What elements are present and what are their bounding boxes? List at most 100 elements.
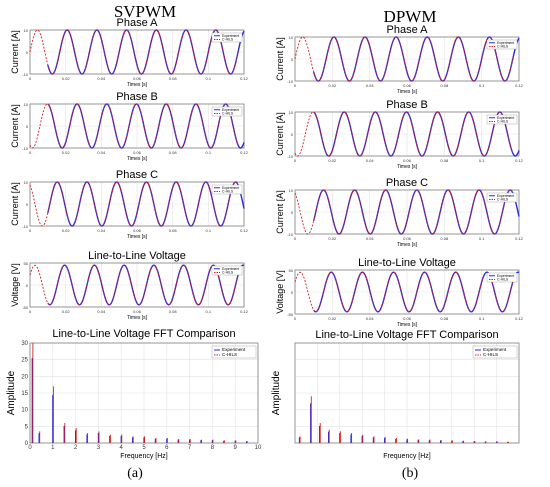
x-tick-label: 0 bbox=[29, 228, 32, 233]
x-tick-label: 0.1 bbox=[206, 309, 212, 314]
x-tick-label: 0.08 bbox=[440, 83, 449, 88]
legend-label: C-HILS bbox=[497, 278, 509, 282]
series-chils bbox=[294, 111, 514, 157]
y-axis-label: Voltage [V] bbox=[10, 263, 20, 307]
y-tick-label: 10 bbox=[24, 28, 29, 33]
panel-svpwm-phase-c: Phase C0 0.02 0.04 0.06 0.08 0.1 0.12100-10Tim… bbox=[10, 169, 249, 240]
x-tick-label: 0.02 bbox=[62, 76, 71, 81]
series-chils bbox=[29, 181, 239, 227]
x-tick-label: 0.1 bbox=[479, 158, 485, 163]
legend-box bbox=[211, 184, 243, 195]
legend-label: C-HILS bbox=[497, 198, 509, 202]
x-tick-label: 0.04 bbox=[366, 316, 375, 321]
y-tick-label: 0 bbox=[291, 290, 294, 295]
x-tick-label: 0.04 bbox=[97, 150, 106, 155]
panel-dpwm-line-voltage: Line-to-Line Voltage 0 0.02 0.04 0.06 0.08 0.1… bbox=[275, 257, 524, 328]
x-tick-label: 0.12 bbox=[240, 309, 249, 314]
legend-box bbox=[211, 345, 257, 359]
panel-title: Phase C bbox=[116, 169, 158, 181]
x-axis-label: Times [s] bbox=[397, 89, 418, 95]
y-axis-label: Current [A] bbox=[275, 37, 285, 81]
y-tick-label: -10 bbox=[287, 79, 294, 84]
x-tick-label: 0.08 bbox=[169, 309, 178, 314]
legend-label: C-HILS bbox=[497, 45, 509, 49]
series-chils bbox=[29, 103, 239, 149]
y-tick-label: -10 bbox=[22, 224, 29, 229]
x-tick-label: 0.08 bbox=[169, 150, 178, 155]
y-tick-label: 0 bbox=[291, 210, 294, 215]
panel-dpwm-phase-b: Phase B0 0.02 0.04 0.06 0.08 0.1 0.12100-10Tim… bbox=[275, 99, 524, 170]
y-tick-label: 0 bbox=[26, 50, 29, 55]
y-axis-label: Current [A] bbox=[275, 190, 285, 234]
x-axis-label: Times [s] bbox=[127, 234, 148, 240]
legend-label: Experiment bbox=[497, 274, 514, 278]
panel-dpwm-fft: Line-to-Line Voltage FFT Comparison Frequ… bbox=[271, 329, 520, 460]
panel-title: Phase B bbox=[116, 91, 158, 103]
panel-title: Phase B bbox=[386, 99, 428, 111]
x-tick-label: 0.12 bbox=[240, 76, 249, 81]
x-tick-label: 2 bbox=[74, 445, 78, 451]
y-tick-label: 30 bbox=[21, 341, 28, 347]
y-tick-label: 10 bbox=[24, 180, 29, 185]
plot-frame bbox=[294, 189, 520, 235]
x-tick-label: 0.12 bbox=[515, 316, 524, 321]
x-tick-label: 0.06 bbox=[133, 76, 142, 81]
legend-label: Experiment bbox=[222, 34, 239, 38]
series-chils bbox=[294, 36, 514, 82]
x-axis-label: Times [s] bbox=[397, 242, 418, 248]
right-column-title: DPWM bbox=[383, 7, 437, 26]
legend-label: Experiment bbox=[222, 186, 239, 190]
panel-title: Line-to-Line Voltage bbox=[88, 250, 186, 262]
x-tick-label: 0 bbox=[294, 158, 297, 163]
legend-label: C-HILS bbox=[483, 352, 498, 357]
legend-box bbox=[211, 265, 243, 276]
y-tick-label: 0 bbox=[291, 132, 294, 137]
panel-title: Line-to-Line Voltage bbox=[358, 257, 456, 269]
y-axis-label: Voltage [V] bbox=[275, 270, 285, 314]
panel-title: Phase A bbox=[387, 24, 429, 36]
x-tick-label: 4 bbox=[120, 445, 124, 451]
legend-label: Experiment bbox=[497, 41, 514, 45]
legend-label: Experiment bbox=[483, 347, 507, 352]
legend-label: C-HILS bbox=[222, 112, 234, 116]
y-tick-label: 10 bbox=[289, 188, 294, 193]
series-chils bbox=[294, 271, 514, 313]
x-axis-label: Times [s] bbox=[127, 82, 148, 88]
x-tick-label: 0.02 bbox=[328, 158, 337, 163]
x-tick-label: 0.02 bbox=[328, 236, 337, 241]
x-tick-label: 0.1 bbox=[479, 236, 485, 241]
legend-box bbox=[472, 345, 518, 359]
panel-title: Line-to-Line Voltage FFT Comparison bbox=[52, 328, 235, 340]
x-tick-label: 0.06 bbox=[133, 150, 142, 155]
right-caption: (b) bbox=[401, 466, 419, 481]
legend-label: C-HILS bbox=[222, 38, 234, 42]
legend-label: Experiment bbox=[222, 267, 239, 271]
series-experiment bbox=[312, 189, 520, 235]
series-chils bbox=[294, 189, 514, 235]
legend-label: C-HILS bbox=[222, 190, 234, 194]
y-tick-label: 10 bbox=[289, 35, 294, 40]
x-tick-label: 0.12 bbox=[515, 158, 524, 163]
x-tick-label: 6 bbox=[165, 445, 169, 451]
y-tick-label: 20 bbox=[21, 374, 28, 380]
x-tick-label: 9 bbox=[234, 445, 238, 451]
y-tick-label: -10 bbox=[287, 154, 294, 159]
x-tick-label: 0.04 bbox=[97, 76, 106, 81]
x-tick-label: 0.1 bbox=[206, 150, 212, 155]
y-tick-label: 0 bbox=[26, 283, 29, 288]
y-tick-label: 5 bbox=[25, 424, 29, 430]
x-tick-label: 1 bbox=[51, 445, 55, 451]
x-tick-label: 0.06 bbox=[403, 83, 412, 88]
y-tick-label: -10 bbox=[287, 232, 294, 237]
x-tick-label: 0 bbox=[28, 445, 32, 451]
y-tick-label: 25 bbox=[21, 358, 28, 364]
panel-svpwm-fft: Line-to-Line Voltage FFT Comparison 0 1 2 3 4… bbox=[6, 328, 262, 460]
x-tick-label: 0.1 bbox=[479, 83, 485, 88]
x-tick-label: 0.02 bbox=[328, 83, 337, 88]
x-tick-label: 0.08 bbox=[440, 236, 449, 241]
y-tick-label: 50 bbox=[289, 268, 294, 273]
legend-label: C-HILS bbox=[222, 352, 237, 357]
x-tick-label: 0.12 bbox=[240, 150, 249, 155]
